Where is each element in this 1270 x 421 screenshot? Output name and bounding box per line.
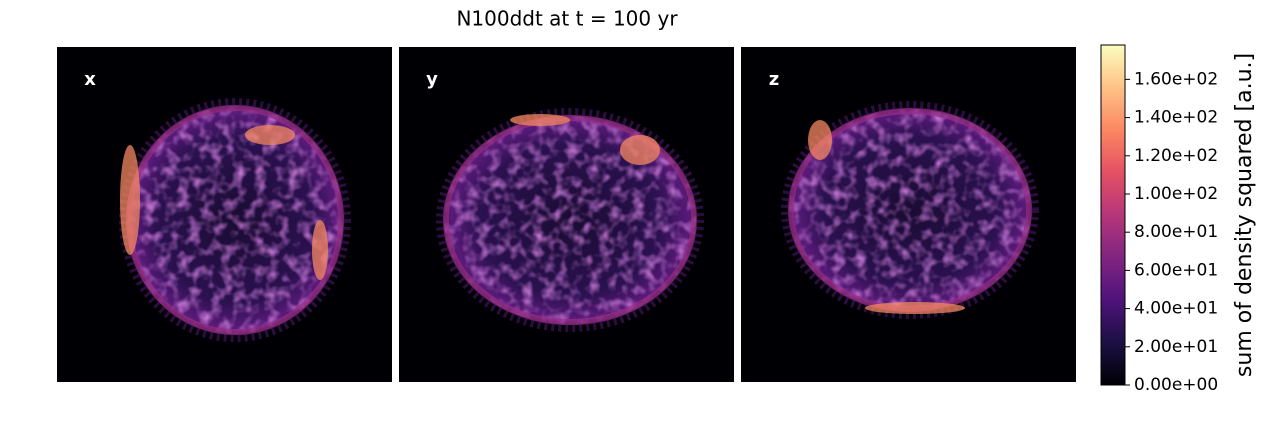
panel: z — [741, 47, 1076, 382]
bright-filament — [865, 302, 965, 314]
remnant-rim — [781, 101, 1039, 319]
colorbar-tick-label: 1.40e+02 — [1134, 108, 1218, 128]
bright-filament — [510, 114, 570, 126]
colorbar-tick-label: 1.60e+02 — [1134, 69, 1218, 89]
bright-filament — [245, 125, 295, 145]
colorbar-tick-label: 1.00e+02 — [1134, 184, 1218, 204]
chart-title: N100ddt at t = 100 yr — [456, 7, 678, 31]
remnant-web — [127, 106, 343, 334]
colorbar-tick-label: 4.00e+01 — [1134, 299, 1218, 319]
colorbar-tick-label: 6.00e+01 — [1134, 260, 1218, 280]
remnant-web — [789, 109, 1031, 311]
remnant-rim — [436, 108, 704, 332]
colorbar-tick-label: 8.00e+01 — [1134, 222, 1218, 242]
remnant-rim — [119, 98, 351, 342]
remnant-shell — [443, 115, 697, 325]
panel-label: y — [426, 69, 438, 90]
colorbar-tick-label: 2.00e+01 — [1134, 337, 1218, 357]
colorbar-tick-label: 1.20e+02 — [1134, 146, 1218, 166]
panel: y — [399, 47, 734, 382]
panel: x — [57, 47, 392, 382]
bright-filament — [808, 120, 832, 160]
panel-label: x — [84, 69, 96, 90]
bright-filament — [120, 145, 140, 255]
colorbar — [1100, 44, 1126, 386]
colorbar-tick-label: 0.00e+00 — [1134, 375, 1218, 395]
panel-label: z — [769, 69, 779, 90]
bright-filament — [312, 220, 328, 280]
colorbar-label: sum of density squared [a.u.] — [1232, 53, 1257, 377]
remnant-web — [444, 116, 696, 324]
bright-filament — [620, 135, 660, 165]
